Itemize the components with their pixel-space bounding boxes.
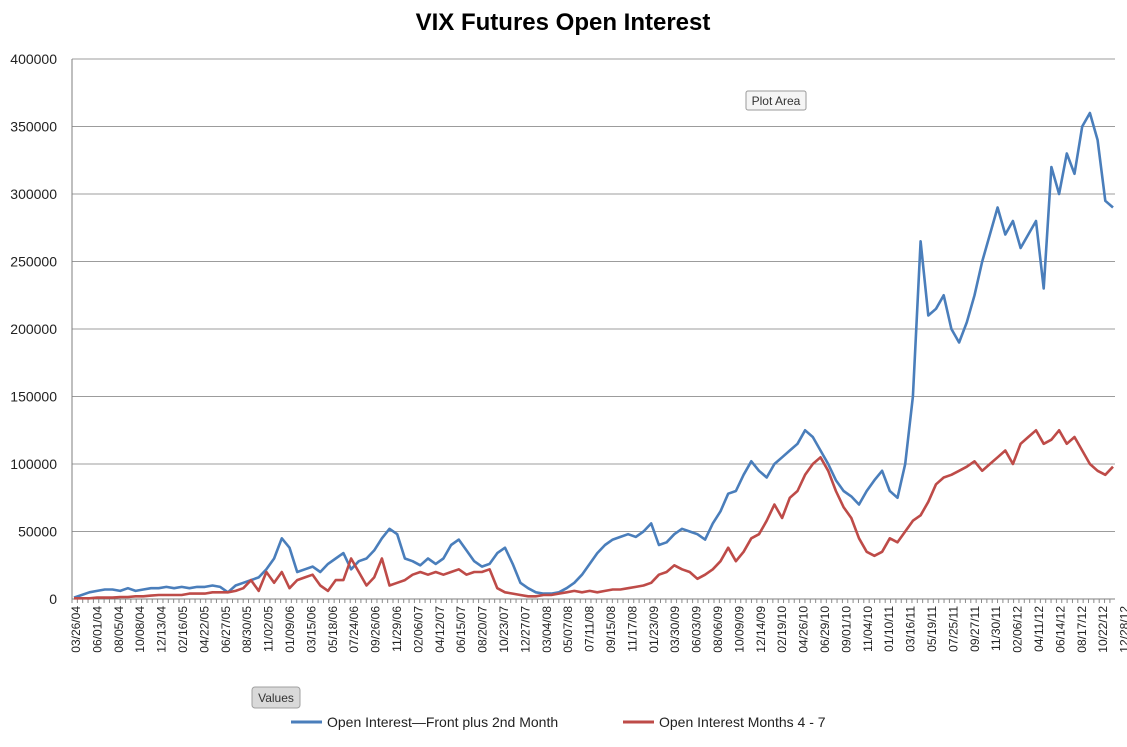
- x-tick-label: 11/17/08: [625, 606, 639, 652]
- x-tick-label: 04/12/07: [433, 606, 447, 653]
- x-tick-label: 08/17/12: [1075, 606, 1089, 653]
- x-tick-label: 01/10/11: [882, 606, 896, 652]
- x-tick-label: 02/19/10: [775, 606, 789, 653]
- x-tick-label: 06/29/10: [818, 606, 832, 653]
- x-tick-label: 01/09/06: [283, 606, 297, 653]
- y-tick-label: 0: [49, 591, 57, 607]
- x-tick-label: 03/04/08: [540, 606, 554, 653]
- y-tick-label: 50000: [18, 524, 57, 540]
- x-tick-label: 08/05/04: [112, 606, 126, 653]
- legend-label-months: Open Interest Months 4 - 7: [659, 714, 826, 730]
- plot-area-tooltip-text: Plot Area: [752, 94, 801, 108]
- x-tick-label: 03/15/06: [304, 606, 318, 653]
- x-tick-label: 06/27/05: [219, 606, 233, 653]
- series-line-months-4-7: [74, 428, 1114, 600]
- x-tick-label: 02/16/05: [176, 606, 190, 653]
- x-tick-label: 05/19/11: [925, 606, 939, 652]
- x-tick-label: 03/30/09: [668, 606, 682, 653]
- x-tick-label: 05/07/08: [561, 606, 575, 653]
- series-lines: [73, 111, 1114, 600]
- y-tick-label: 300000: [10, 186, 57, 202]
- legend: Open Interest—Front plus 2nd Month Open …: [291, 714, 826, 730]
- x-tick-label: 07/11/08: [583, 606, 597, 652]
- x-tick-label: 09/01/10: [839, 606, 853, 653]
- x-tick-label: 10/22/12: [1096, 606, 1110, 653]
- x-tick-label: 10/09/09: [732, 606, 746, 653]
- x-tick-label: 08/20/07: [476, 606, 490, 653]
- y-tick-label: 350000: [10, 119, 57, 135]
- y-tick-label: 250000: [10, 254, 57, 270]
- x-tick-label: 10/23/07: [497, 606, 511, 653]
- y-tick-label: 150000: [10, 389, 57, 405]
- x-tick-label: 06/15/07: [454, 606, 468, 653]
- values-button[interactable]: Values: [251, 686, 301, 709]
- y-tick-label: 400000: [10, 51, 57, 67]
- x-tick-label: 03/16/11: [904, 606, 918, 652]
- x-tick-label: 02/06/12: [1011, 606, 1025, 653]
- x-tick-label: 09/27/11: [968, 606, 982, 652]
- x-tick-label: 01/23/09: [647, 606, 661, 653]
- x-tick-label: 12/14/09: [754, 606, 768, 653]
- chart-title: VIX Futures Open Interest: [416, 9, 711, 36]
- x-tick-label: 09/15/08: [604, 606, 618, 653]
- x-tick-label: 06/01/04: [90, 606, 104, 653]
- values-button-label: Values: [258, 691, 294, 705]
- x-tick-label: 07/24/06: [347, 606, 361, 653]
- x-tick-label: 08/06/09: [711, 606, 725, 653]
- y-axis: 0 50000 100000 150000 200000 250000 300000 3500…: [10, 51, 57, 607]
- x-tick-label: 11/30/11: [989, 606, 1003, 651]
- plot-area-tooltip: Plot Area: [745, 90, 807, 111]
- x-tick-label: 08/30/05: [240, 606, 254, 653]
- x-tick-label: 03/26/04: [69, 606, 83, 653]
- y-tick-label: 100000: [10, 456, 57, 472]
- x-tick-label: 11/04/10: [861, 606, 875, 652]
- x-tick-label: 10/08/04: [133, 606, 147, 653]
- x-tick-label: 12/13/04: [155, 606, 169, 653]
- x-tick-label: 04/22/05: [197, 606, 211, 653]
- series-line-front-2nd-month: [73, 111, 1114, 599]
- x-tick-label: 11/29/06: [390, 606, 404, 652]
- x-tick-label: 04/26/10: [797, 606, 811, 653]
- x-tick-label: 07/25/11: [946, 606, 960, 652]
- x-tick-label: 04/11/12: [1032, 606, 1046, 652]
- y-tick-label: 200000: [10, 321, 57, 337]
- x-tick-label: 12/27/07: [518, 606, 532, 653]
- grid: [71, 58, 1115, 600]
- x-tick-label: 09/26/06: [369, 606, 383, 653]
- x-tick-label: 02/06/07: [411, 606, 425, 653]
- x-tick-label: 06/14/12: [1053, 606, 1067, 653]
- x-tick-label: 12/28/12: [1118, 606, 1127, 653]
- x-tick-label: 11/02/05: [262, 606, 276, 652]
- x-tick-label: 05/18/06: [326, 606, 340, 653]
- x-axis: 03/26/04 06/01/04 08/05/04 10/08/04 12/13/04…: [69, 599, 1127, 653]
- x-tick-label: 06/03/09: [690, 606, 704, 653]
- legend-label-front: Open Interest—Front plus 2nd Month: [327, 714, 558, 730]
